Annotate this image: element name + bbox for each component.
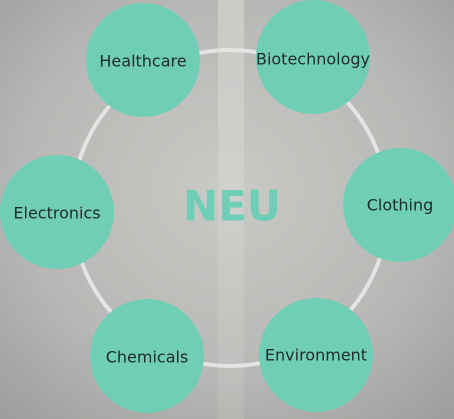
- node-label: Environment: [265, 346, 367, 365]
- diagram: NEU Healthcare Biotechnology Clothing En…: [0, 0, 454, 419]
- node-label: Clothing: [367, 196, 434, 215]
- node-label: Electronics: [13, 204, 100, 223]
- node-label: Healthcare: [99, 52, 186, 71]
- node-label: Biotechnology: [256, 50, 370, 69]
- center-label: NEU: [183, 182, 281, 231]
- page: NEU Healthcare Biotechnology Clothing En…: [0, 0, 454, 419]
- node-label: Chemicals: [106, 348, 189, 367]
